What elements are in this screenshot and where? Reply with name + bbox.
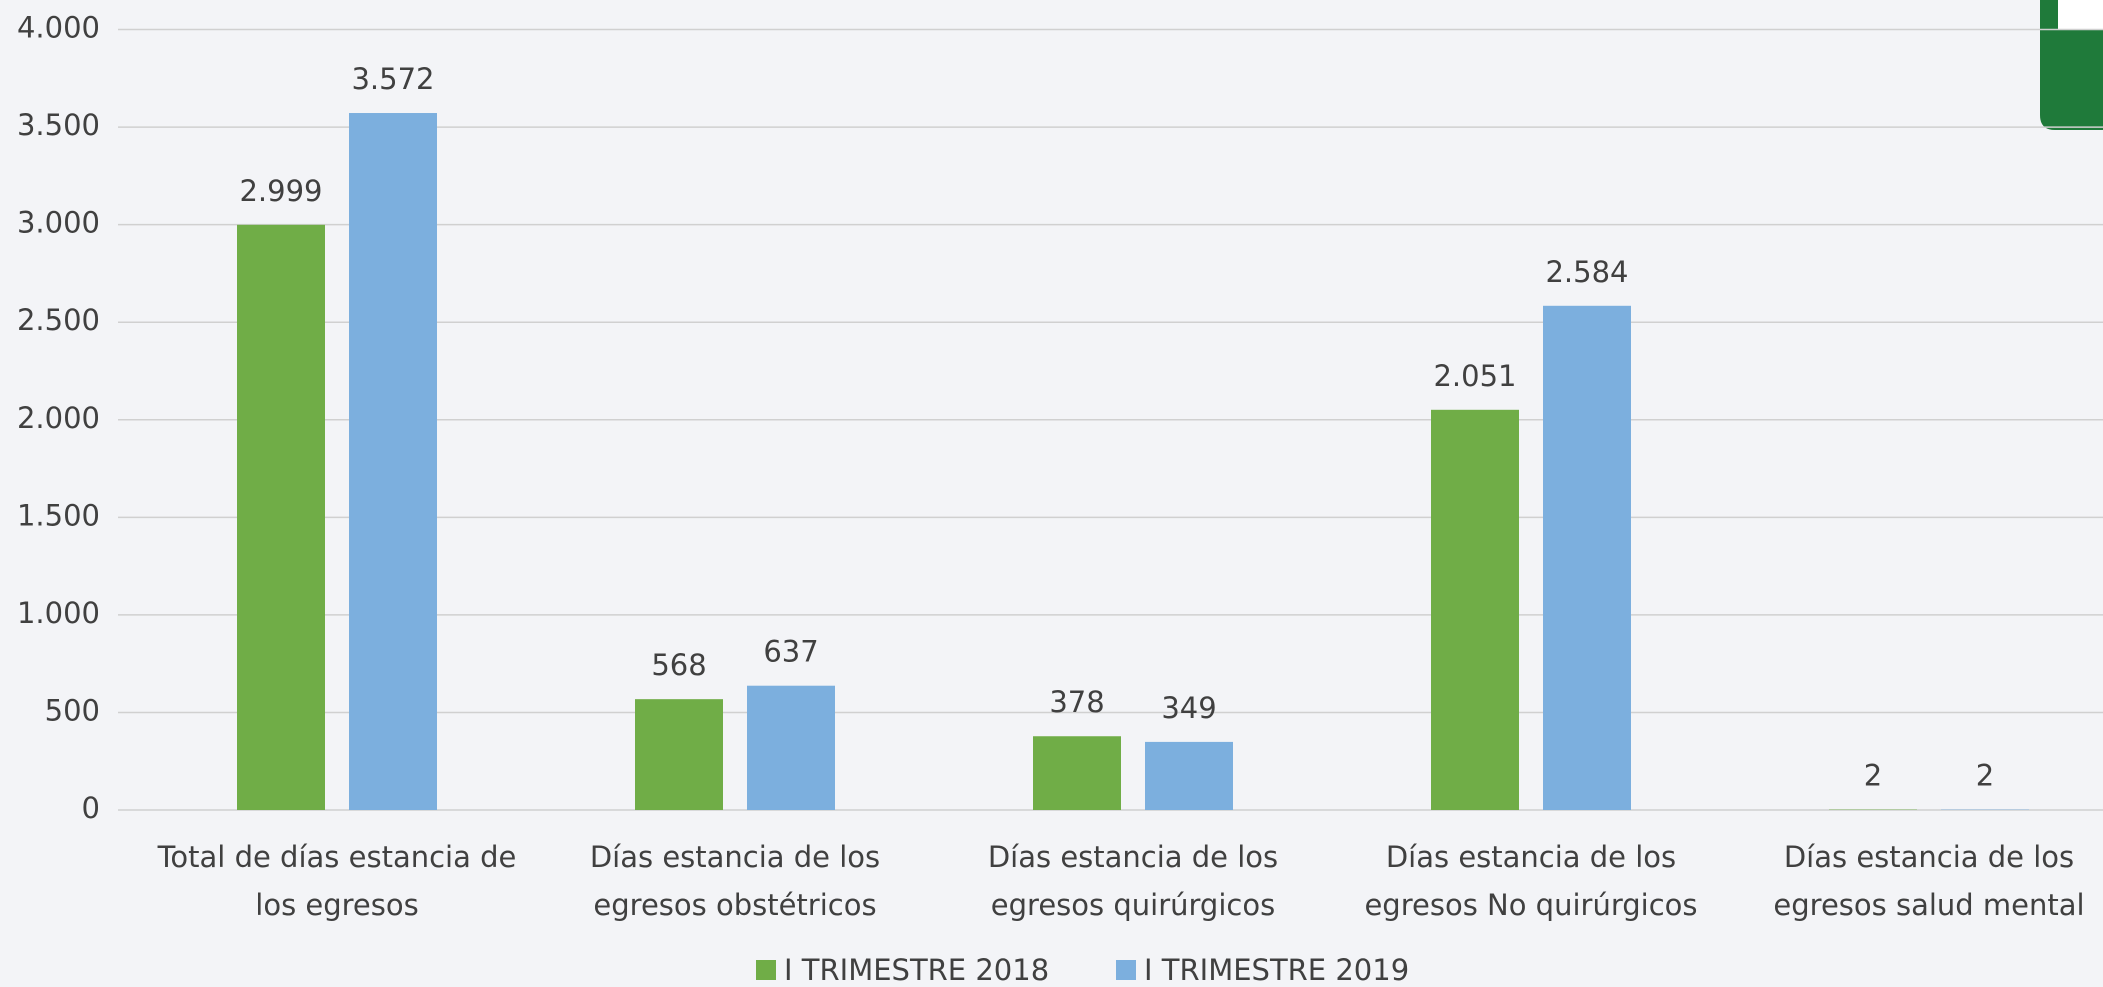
value-label: 3.572 xyxy=(351,62,434,96)
value-label: 2.051 xyxy=(1433,359,1516,393)
bar xyxy=(1145,742,1233,810)
chart: 0 500 1.000 1.500 2.000 2.500 3.000 3.500 4.000 2… xyxy=(0,0,2103,987)
y-tick-label: 500 xyxy=(45,693,100,727)
legend-label: I TRIMESTRE 2018 xyxy=(784,953,1049,987)
value-label: 2 xyxy=(1864,759,1882,793)
legend-label: I TRIMESTRE 2019 xyxy=(1144,953,1409,987)
value-label: 2 xyxy=(1976,759,1994,793)
bar xyxy=(1543,306,1631,810)
y-tick-label: 3.500 xyxy=(17,108,100,142)
y-tick-label: 2.000 xyxy=(17,401,100,435)
bar xyxy=(237,225,325,810)
x-tick-label: Total de días estancia de los egresos xyxy=(147,833,527,929)
y-tick-label: 1.000 xyxy=(17,596,100,630)
y-tick-label: 0 xyxy=(82,791,100,825)
value-label: 568 xyxy=(651,648,706,682)
x-tick-label: Días estancia de los egresos obstétricos xyxy=(545,833,925,929)
x-tick-label: Días estancia de los egresos salud menta… xyxy=(1739,833,2103,929)
legend-item: I TRIMESTRE 2018 xyxy=(756,953,1049,987)
logo-inner xyxy=(2058,0,2103,30)
bar xyxy=(1431,410,1519,810)
bar xyxy=(1033,736,1121,810)
value-label: 2.584 xyxy=(1545,255,1628,289)
legend-swatch xyxy=(1116,960,1136,980)
y-tick-label: 3.000 xyxy=(17,206,100,240)
y-tick-label: 1.500 xyxy=(17,498,100,532)
y-tick-label: 4.000 xyxy=(17,11,100,45)
value-label: 378 xyxy=(1049,685,1104,719)
legend-item: I TRIMESTRE 2019 xyxy=(1116,953,1409,987)
value-label: 349 xyxy=(1161,691,1216,725)
value-label: 2.999 xyxy=(239,174,322,208)
y-tick-label: 2.500 xyxy=(17,303,100,337)
bar xyxy=(635,699,723,810)
bar xyxy=(349,113,437,810)
x-tick-label: Días estancia de los egresos quirúrgicos xyxy=(943,833,1323,929)
bar xyxy=(747,686,835,810)
x-tick-label: Días estancia de los egresos No quirúrgi… xyxy=(1341,833,1721,929)
value-label: 637 xyxy=(763,635,818,669)
legend-swatch xyxy=(756,960,776,980)
